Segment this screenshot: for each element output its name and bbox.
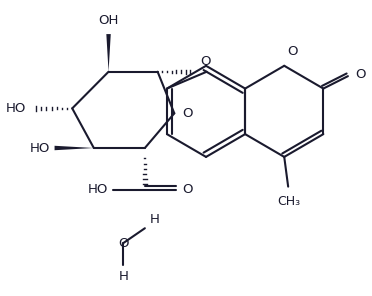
- Text: O: O: [355, 68, 365, 81]
- Text: HO: HO: [29, 141, 49, 155]
- Text: O: O: [200, 55, 210, 68]
- Polygon shape: [55, 146, 94, 150]
- Text: O: O: [182, 107, 193, 120]
- Text: O: O: [118, 237, 128, 250]
- Text: H: H: [118, 270, 128, 283]
- Text: HO: HO: [6, 102, 26, 115]
- Text: O: O: [287, 45, 298, 58]
- Text: O: O: [182, 183, 193, 196]
- Text: OH: OH: [98, 14, 119, 27]
- Text: HO: HO: [88, 183, 109, 196]
- Polygon shape: [106, 34, 111, 72]
- Text: CH₃: CH₃: [278, 194, 301, 207]
- Text: H: H: [150, 213, 160, 226]
